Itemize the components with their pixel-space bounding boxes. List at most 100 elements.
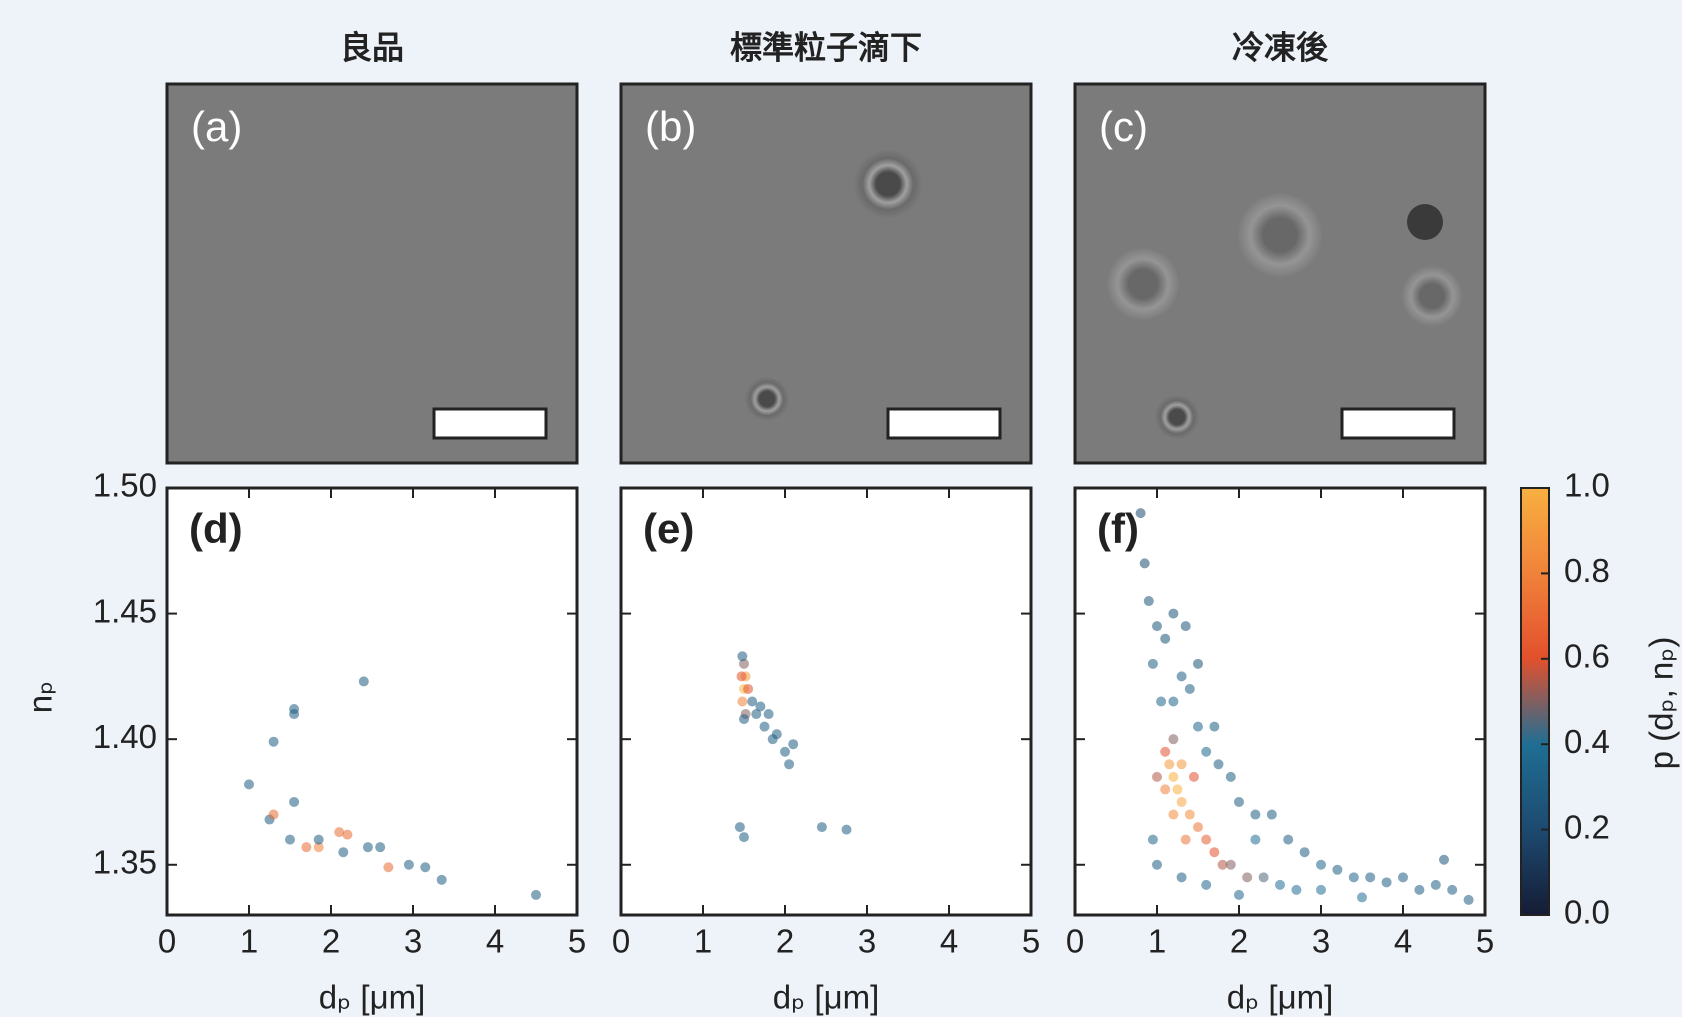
point	[1139, 558, 1150, 569]
plot-frame	[619, 486, 1033, 917]
colorbar-label: p (dₚ, nₚ)	[1643, 637, 1680, 770]
image-label: (b)	[645, 103, 696, 150]
point	[755, 701, 766, 712]
point	[1275, 879, 1285, 890]
x-tick-label: 2	[1230, 923, 1248, 960]
point	[301, 842, 312, 853]
image-a	[165, 82, 579, 465]
point	[780, 746, 790, 757]
point	[1242, 872, 1253, 883]
x-tick-label: 4	[486, 923, 504, 960]
point	[1266, 809, 1277, 820]
point	[1152, 859, 1162, 870]
point	[1160, 746, 1171, 757]
point	[771, 729, 782, 740]
x-axis-label: dₚ [μm]	[1227, 979, 1334, 1016]
point	[747, 696, 758, 707]
point	[736, 671, 747, 682]
point	[383, 862, 394, 873]
point	[1283, 834, 1294, 845]
point	[1234, 796, 1244, 807]
point	[1250, 809, 1261, 820]
y-tick-label: 1.45	[93, 592, 157, 629]
point	[342, 829, 353, 840]
point	[1188, 771, 1199, 782]
column-title: 標準粒子滴下	[730, 29, 922, 65]
point	[1152, 771, 1162, 782]
x-tick-label: 3	[404, 923, 422, 960]
x-axis-label: dₚ [μm]	[319, 979, 426, 1016]
point	[1147, 834, 1158, 845]
point	[739, 658, 749, 669]
point	[1291, 884, 1302, 895]
point	[1180, 621, 1191, 632]
x-tick-label: 0	[1066, 923, 1084, 960]
point	[289, 704, 300, 715]
point	[1463, 894, 1474, 905]
point	[1258, 872, 1269, 883]
point	[763, 709, 774, 720]
point	[816, 822, 827, 833]
point	[375, 842, 386, 853]
colorbar-tick-label: 0.4	[1564, 723, 1610, 760]
point	[739, 714, 749, 725]
points	[1135, 508, 1474, 905]
point	[1398, 872, 1408, 883]
plot-frame	[165, 486, 579, 917]
point	[1217, 859, 1228, 870]
image-label: (a)	[191, 103, 242, 150]
point	[1357, 892, 1367, 903]
point	[784, 759, 795, 770]
point	[751, 709, 762, 720]
point	[1201, 746, 1212, 757]
point	[737, 651, 748, 662]
colorbar-tick-label: 0.8	[1564, 552, 1610, 589]
plot-area	[621, 488, 1031, 915]
x-tick-label: 1	[240, 923, 258, 960]
x-tick-label: 4	[1394, 923, 1412, 960]
point	[313, 842, 324, 853]
point	[841, 824, 852, 835]
points	[734, 651, 852, 843]
point	[1160, 633, 1171, 644]
column-title: 冷凍後	[1232, 29, 1329, 65]
point	[1176, 759, 1187, 770]
colorbar-tick-label: 0.6	[1564, 638, 1610, 675]
image-c	[1073, 82, 1487, 465]
y-tick-label: 1.35	[93, 843, 157, 880]
panel-label: (e)	[643, 505, 694, 552]
point	[734, 822, 745, 833]
column-title: 良品	[340, 29, 404, 65]
point	[1164, 759, 1175, 770]
x-tick-label: 3	[1312, 923, 1330, 960]
point	[358, 676, 369, 687]
image-b	[619, 82, 1033, 465]
point	[1168, 696, 1179, 707]
point	[1135, 508, 1146, 519]
point	[531, 889, 541, 900]
point	[788, 739, 799, 750]
colorbar-tick-label: 0.0	[1564, 894, 1610, 931]
points	[244, 676, 541, 900]
x-tick-label: 5	[1022, 923, 1040, 960]
point	[285, 834, 295, 845]
x-tick-label: 1	[1148, 923, 1166, 960]
point	[1225, 859, 1236, 870]
point	[1193, 721, 1203, 732]
point	[1439, 854, 1449, 865]
colorbar	[1520, 487, 1550, 916]
point	[436, 874, 447, 885]
point	[1381, 877, 1392, 888]
point	[1152, 621, 1162, 632]
x-tick-label: 5	[1476, 923, 1494, 960]
y-tick-label: 1.50	[93, 467, 157, 504]
panel-label: (d)	[189, 505, 243, 552]
point	[743, 683, 754, 694]
point	[1348, 872, 1359, 883]
point	[420, 862, 431, 873]
point	[1168, 734, 1179, 745]
point	[1209, 721, 1220, 732]
point	[268, 736, 279, 747]
point	[1225, 771, 1236, 782]
point	[1201, 834, 1212, 845]
